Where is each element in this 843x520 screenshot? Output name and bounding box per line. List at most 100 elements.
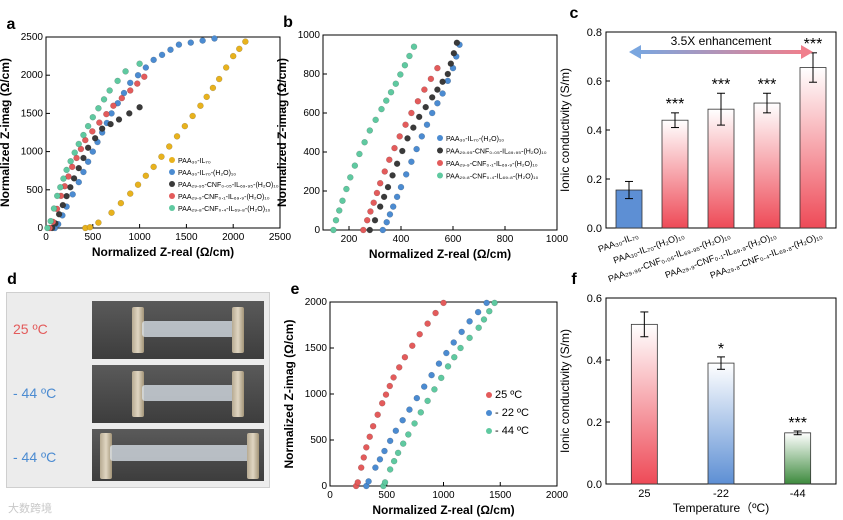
data-point xyxy=(443,349,450,357)
data-point xyxy=(141,73,148,80)
panel-label-d: d xyxy=(7,271,17,288)
data-point xyxy=(371,217,379,224)
data-point xyxy=(406,52,413,60)
legend-entry: PAA₂₉.₉-CNF₀.₁-IL₆₉.₉-(H₂O)₁₀ xyxy=(178,194,270,201)
y-tick-label: 0 xyxy=(37,223,43,234)
data-point xyxy=(126,87,134,94)
data-point xyxy=(336,207,343,214)
data-point xyxy=(366,127,374,134)
significance-mark: *** xyxy=(758,76,777,93)
y-axis-label: Ionic conductivity (S/m) xyxy=(558,68,572,192)
data-point xyxy=(242,38,249,45)
data-point xyxy=(416,330,423,338)
bar xyxy=(707,108,735,229)
data-point xyxy=(384,183,392,191)
clamp-right xyxy=(232,371,244,417)
data-point xyxy=(84,158,92,166)
data-point xyxy=(100,96,108,103)
bar xyxy=(753,102,781,229)
data-point xyxy=(89,113,97,121)
data-point xyxy=(84,144,92,152)
y-tick-label: 400 xyxy=(303,147,320,158)
data-point xyxy=(347,174,354,181)
data-point xyxy=(357,464,365,471)
data-point xyxy=(356,150,363,158)
x-tick-label: 2500 xyxy=(269,232,292,243)
data-point xyxy=(332,217,340,224)
watermark: 大数跨境 xyxy=(8,503,52,515)
data-point xyxy=(424,320,431,327)
data-point xyxy=(444,363,452,370)
y-tick-label: 1000 xyxy=(21,147,44,158)
data-point xyxy=(378,399,386,407)
data-point xyxy=(57,184,64,191)
data-point xyxy=(451,353,458,361)
x-tick-label: 2000 xyxy=(222,232,245,243)
category-label: -44 xyxy=(790,488,806,500)
data-point xyxy=(91,134,99,142)
data-point xyxy=(389,203,397,210)
data-point xyxy=(394,449,402,457)
significance-mark: *** xyxy=(712,76,731,93)
data-point xyxy=(450,49,458,57)
data-point xyxy=(366,226,374,234)
chart-a-frame xyxy=(45,36,281,229)
photo-strip-25c xyxy=(92,301,264,359)
data-point xyxy=(428,109,436,117)
data-point xyxy=(96,119,103,126)
legend-marker xyxy=(437,147,443,154)
data-point xyxy=(142,172,150,180)
y-tick-label: 800 xyxy=(303,69,320,80)
y-tick-label: 0.6 xyxy=(587,293,602,305)
data-point xyxy=(393,193,401,201)
data-point xyxy=(402,171,410,178)
data-point xyxy=(80,131,87,139)
data-point xyxy=(173,133,181,140)
data-point xyxy=(60,175,67,182)
photo-strip-minus44c-a xyxy=(92,365,264,423)
data-point xyxy=(95,219,102,226)
data-point xyxy=(370,199,377,206)
x-tick-label: 1000 xyxy=(432,490,455,501)
data-point xyxy=(150,56,157,64)
y-tick-label: 0 xyxy=(314,225,320,236)
data-point xyxy=(136,60,143,67)
legend-marker xyxy=(169,169,175,175)
data-point xyxy=(387,88,395,96)
x-tick-label: 1000 xyxy=(128,232,151,243)
data-point xyxy=(376,179,384,187)
data-point xyxy=(417,409,425,416)
data-point xyxy=(366,433,373,441)
y-tick-label: 0.0 xyxy=(587,479,602,491)
data-point xyxy=(411,420,418,427)
data-point xyxy=(432,309,439,317)
data-point xyxy=(401,61,409,69)
legend-entry: - 44 ºC xyxy=(495,425,529,437)
data-point xyxy=(406,406,413,413)
y-tick-label: 500 xyxy=(26,185,43,196)
data-point xyxy=(434,64,441,72)
legend-entry: PAA₃₀-IL₇₀-(H₂O)₁₀ xyxy=(178,170,236,177)
x-axis-label: Normalized Z-real (Ω/cm) xyxy=(92,245,234,259)
data-point xyxy=(415,113,423,121)
data-point xyxy=(199,37,206,44)
significance-mark: * xyxy=(718,341,724,358)
y-axis-label: Normalized Z-imag (Ω/cm) xyxy=(282,320,296,469)
data-point xyxy=(408,109,415,117)
data-point xyxy=(466,334,473,342)
data-point xyxy=(390,374,397,381)
data-point xyxy=(360,226,367,234)
data-point xyxy=(453,39,461,47)
data-point xyxy=(363,444,370,451)
data-point xyxy=(120,89,128,97)
data-point xyxy=(363,217,371,224)
bar xyxy=(799,67,827,229)
category-label: -22 xyxy=(713,488,729,500)
legend-marker xyxy=(169,181,175,187)
data-point xyxy=(89,128,96,135)
data-point xyxy=(386,437,394,445)
legend-entry: PAA₂₉.₉₅-CNF₀.₀₅-IL₆₉.₉₅-(H₂O)₁₀ xyxy=(178,182,279,189)
data-point xyxy=(396,133,403,140)
chart-b-frame xyxy=(322,34,558,231)
